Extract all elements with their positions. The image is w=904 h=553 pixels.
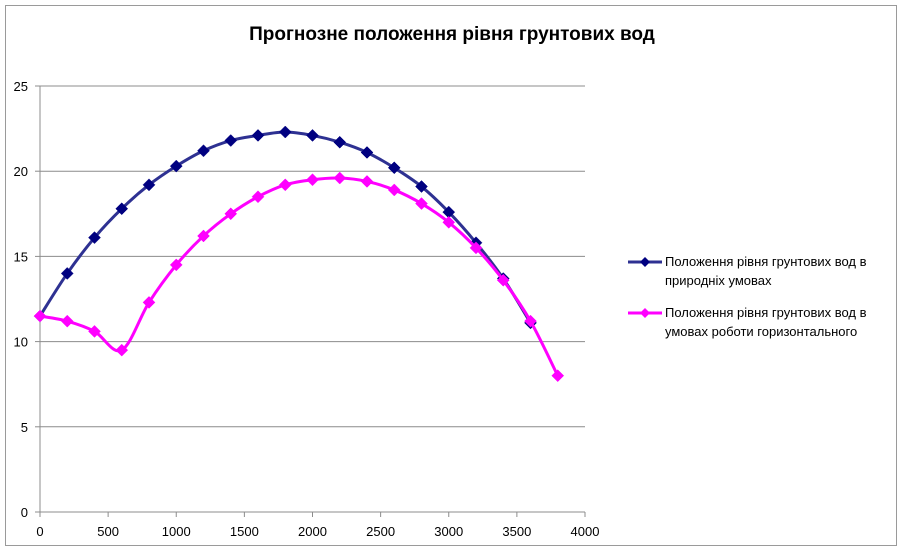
y-tick-label-10: 10 bbox=[14, 335, 28, 350]
data-point bbox=[142, 178, 156, 192]
data-point bbox=[197, 229, 210, 243]
data-point bbox=[360, 146, 374, 159]
legend-label-2: умовах роботи горизонтального bbox=[665, 324, 857, 339]
x-tick-label-1500: 1500 bbox=[230, 524, 259, 539]
data-point bbox=[415, 180, 428, 193]
data-point bbox=[333, 135, 347, 149]
data-point bbox=[415, 197, 428, 210]
data-point bbox=[33, 309, 47, 323]
data-point bbox=[169, 258, 183, 272]
legend-marker-2 bbox=[640, 308, 650, 318]
series-layer bbox=[33, 125, 565, 383]
data-point bbox=[496, 273, 510, 287]
data-point bbox=[251, 129, 265, 142]
legend-marker-1 bbox=[640, 257, 650, 267]
data-point bbox=[169, 159, 183, 173]
x-tick-label-3000: 3000 bbox=[434, 524, 463, 539]
data-point bbox=[551, 369, 565, 383]
data-point bbox=[278, 178, 292, 192]
data-point bbox=[115, 343, 129, 357]
axes: 0 5 10 15 20 25 0 500 1000 1500 2000 2500 3000 3500 40… bbox=[14, 79, 600, 539]
data-point bbox=[115, 202, 129, 216]
series-1 bbox=[33, 125, 537, 330]
x-tick-label-500: 500 bbox=[97, 524, 119, 539]
data-point bbox=[333, 171, 347, 185]
chart-title: Прогнозне положення рівня грунтових вод bbox=[249, 24, 655, 45]
data-point bbox=[142, 296, 156, 309]
x-tick-label-2500: 2500 bbox=[366, 524, 395, 539]
x-tick-label-1000: 1000 bbox=[162, 524, 191, 539]
x-tick-label-2000: 2000 bbox=[298, 524, 327, 539]
legend-label-1: природніх умовах bbox=[665, 273, 772, 288]
data-point bbox=[88, 325, 101, 338]
data-point bbox=[60, 267, 74, 280]
data-point bbox=[60, 314, 74, 328]
legend-label-1: Положення рівня грунтових вод в bbox=[665, 254, 867, 269]
chart-frame bbox=[5, 5, 897, 546]
data-point bbox=[224, 134, 238, 147]
data-point bbox=[469, 241, 483, 255]
y-tick-label-15: 15 bbox=[14, 249, 28, 264]
x-tick-label-3500: 3500 bbox=[502, 524, 531, 539]
data-point bbox=[442, 215, 456, 229]
data-point bbox=[387, 161, 401, 175]
legend-item-2: Положення рівня грунтових вод в умовах ро… bbox=[628, 305, 867, 339]
data-point bbox=[88, 231, 101, 245]
data-point bbox=[306, 129, 319, 142]
y-tick-label-5: 5 bbox=[21, 420, 28, 435]
x-tick-label-4000: 4000 bbox=[571, 524, 600, 539]
legend: Положення рівня грунтових вод в природніх… bbox=[628, 254, 867, 339]
data-point bbox=[251, 190, 265, 204]
y-tick-label-25: 25 bbox=[14, 79, 28, 94]
y-tick-label-20: 20 bbox=[14, 164, 28, 179]
data-point bbox=[360, 175, 374, 188]
data-point bbox=[224, 207, 238, 221]
legend-item-1: Положення рівня грунтових вод в природніх… bbox=[628, 254, 867, 288]
y-tick-label-0: 0 bbox=[21, 505, 28, 520]
legend-label-2: Положення рівня грунтових вод в bbox=[665, 305, 867, 320]
data-point bbox=[387, 183, 401, 197]
x-tick-label-0: 0 bbox=[36, 524, 43, 539]
series-2 bbox=[33, 171, 565, 383]
data-point bbox=[524, 314, 537, 328]
data-point bbox=[306, 173, 319, 187]
data-point bbox=[278, 125, 292, 139]
data-point bbox=[197, 144, 210, 158]
